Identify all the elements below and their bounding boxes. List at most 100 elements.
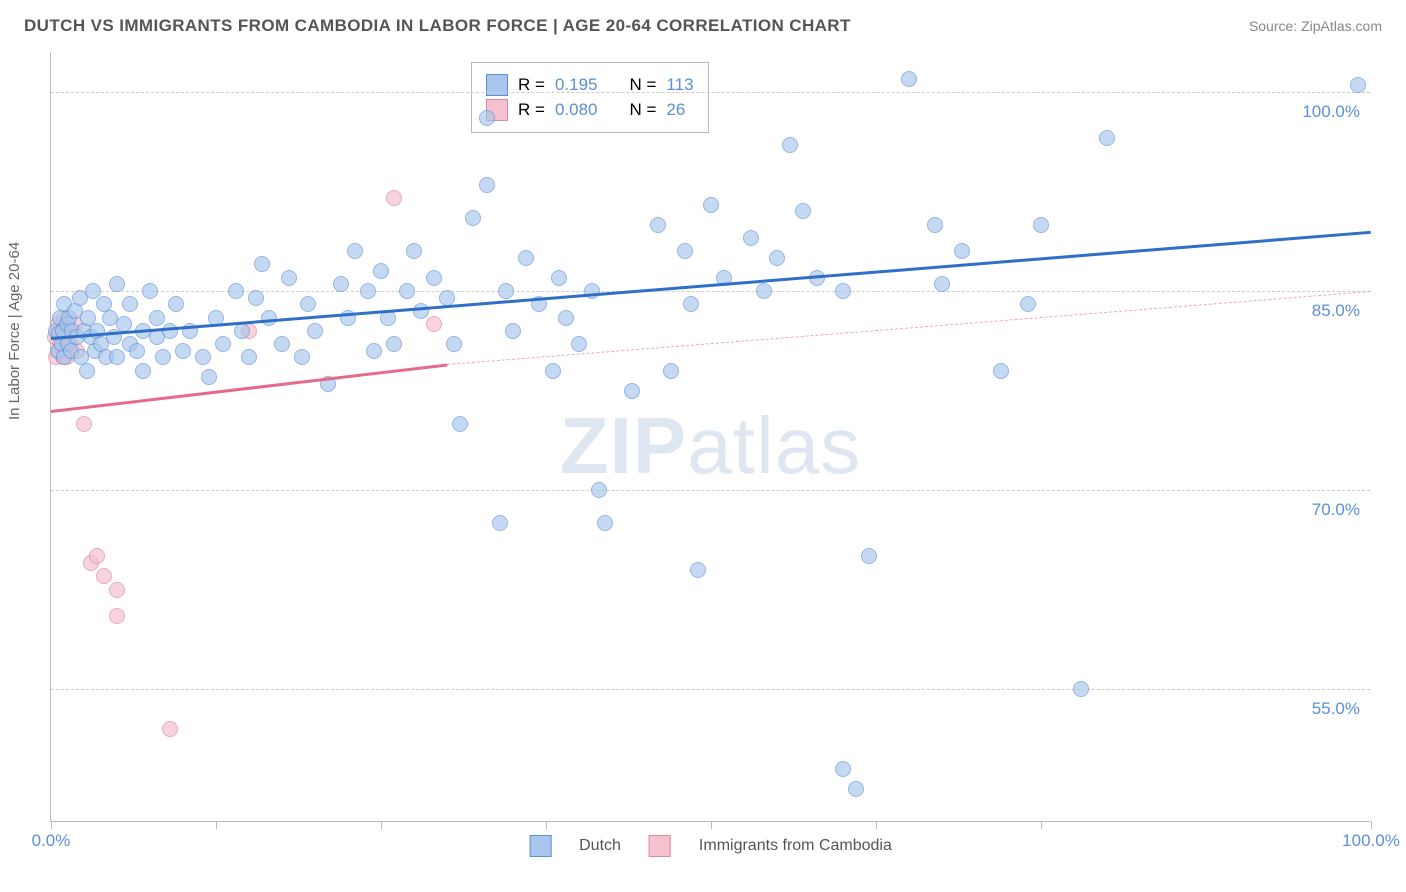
- dutch-point: [234, 323, 250, 339]
- dutch-point: [769, 250, 785, 266]
- stats-legend-row-cambodia: R = 0.080 N = 26: [486, 99, 694, 121]
- dutch-point: [79, 363, 95, 379]
- x-tick: [1371, 821, 1372, 829]
- dutch-point: [518, 250, 534, 266]
- watermark-bold: ZIP: [560, 401, 687, 490]
- dutch-point: [492, 515, 508, 531]
- dutch-point: [333, 276, 349, 292]
- stat-r-label: R =: [518, 100, 545, 120]
- stats-legend: R = 0.195 N = 113 R = 0.080 N = 26: [471, 62, 709, 133]
- watermark-normal: atlas: [687, 401, 861, 490]
- dutch-point: [663, 363, 679, 379]
- chart-header: DUTCH VS IMMIGRANTS FROM CAMBODIA IN LAB…: [0, 0, 1406, 46]
- dutch-point: [545, 363, 561, 379]
- x-tick: [216, 821, 217, 829]
- cambodia-regression-dashed: [447, 291, 1371, 365]
- x-tick: [381, 821, 382, 829]
- stat-n-label: N =: [629, 100, 656, 120]
- cambodia-regression-line: [51, 364, 447, 413]
- cambodia-point: [89, 548, 105, 564]
- dutch-point: [360, 283, 376, 299]
- dutch-point: [1020, 296, 1036, 312]
- cambodia-point: [109, 608, 125, 624]
- dutch-point: [479, 177, 495, 193]
- dutch-point: [195, 349, 211, 365]
- dutch-point: [901, 71, 917, 87]
- gridline: [51, 92, 1370, 93]
- dutch-point: [155, 349, 171, 365]
- dutch-point: [848, 781, 864, 797]
- y-tick-label: 85.0%: [1312, 301, 1360, 321]
- dutch-point: [1350, 77, 1366, 93]
- dutch-point: [597, 515, 613, 531]
- y-tick-label: 70.0%: [1312, 500, 1360, 520]
- dutch-point: [465, 210, 481, 226]
- x-tick: [711, 821, 712, 829]
- dutch-point: [1033, 217, 1049, 233]
- x-tick: [546, 821, 547, 829]
- dutch-point: [677, 243, 693, 259]
- dutch-point: [439, 290, 455, 306]
- dutch-point: [175, 343, 191, 359]
- dutch-point: [927, 217, 943, 233]
- legend-label-dutch: Dutch: [579, 837, 621, 855]
- dutch-point: [307, 323, 323, 339]
- dutch-point: [551, 270, 567, 286]
- swatch-cambodia: [649, 835, 671, 857]
- dutch-point: [782, 137, 798, 153]
- dutch-point: [835, 761, 851, 777]
- dutch-point: [690, 562, 706, 578]
- dutch-point: [683, 296, 699, 312]
- dutch-point: [254, 256, 270, 272]
- x-tick-label: 0.0%: [32, 831, 71, 851]
- dutch-point: [347, 243, 363, 259]
- dutch-point: [624, 383, 640, 399]
- dutch-point: [294, 349, 310, 365]
- dutch-regression-line: [51, 231, 1371, 340]
- dutch-point: [215, 336, 231, 352]
- dutch-point: [149, 310, 165, 326]
- cambodia-point: [386, 190, 402, 206]
- dutch-point: [446, 336, 462, 352]
- cambodia-point: [96, 568, 112, 584]
- dutch-point: [129, 343, 145, 359]
- dutch-point: [703, 197, 719, 213]
- cambodia-point: [162, 721, 178, 737]
- dutch-point: [281, 270, 297, 286]
- dutch-point: [135, 363, 151, 379]
- dutch-point: [835, 283, 851, 299]
- dutch-point: [452, 416, 468, 432]
- dutch-point: [591, 482, 607, 498]
- dutch-point: [386, 336, 402, 352]
- x-tick-label: 100.0%: [1342, 831, 1400, 851]
- dutch-point: [426, 270, 442, 286]
- x-tick: [876, 821, 877, 829]
- watermark: ZIPatlas: [560, 400, 861, 492]
- y-tick-label: 100.0%: [1302, 102, 1360, 122]
- dutch-point: [954, 243, 970, 259]
- cambodia-point: [109, 582, 125, 598]
- stat-n-value-cambodia: 26: [666, 100, 685, 120]
- dutch-point: [505, 323, 521, 339]
- legend-label-cambodia: Immigrants from Cambodia: [699, 837, 892, 855]
- dutch-point: [498, 283, 514, 299]
- dutch-point: [248, 290, 264, 306]
- chart-plot-area: ZIPatlas R = 0.195 N = 113 R = 0.080 N =…: [50, 52, 1370, 822]
- dutch-point: [373, 263, 389, 279]
- chart-title: DUTCH VS IMMIGRANTS FROM CAMBODIA IN LAB…: [24, 16, 851, 36]
- stat-r-value-cambodia: 0.080: [555, 100, 598, 120]
- dutch-point: [571, 336, 587, 352]
- x-tick: [51, 821, 52, 829]
- dutch-point: [366, 343, 382, 359]
- swatch-dutch: [529, 835, 551, 857]
- cambodia-point: [76, 416, 92, 432]
- dutch-point: [993, 363, 1009, 379]
- y-axis-label: In Labor Force | Age 20-64: [6, 242, 23, 420]
- dutch-point: [142, 283, 158, 299]
- dutch-point: [861, 548, 877, 564]
- series-legend: Dutch Immigrants from Cambodia: [529, 835, 892, 857]
- dutch-point: [413, 303, 429, 319]
- dutch-point: [109, 276, 125, 292]
- dutch-point: [228, 283, 244, 299]
- gridline: [51, 490, 1370, 491]
